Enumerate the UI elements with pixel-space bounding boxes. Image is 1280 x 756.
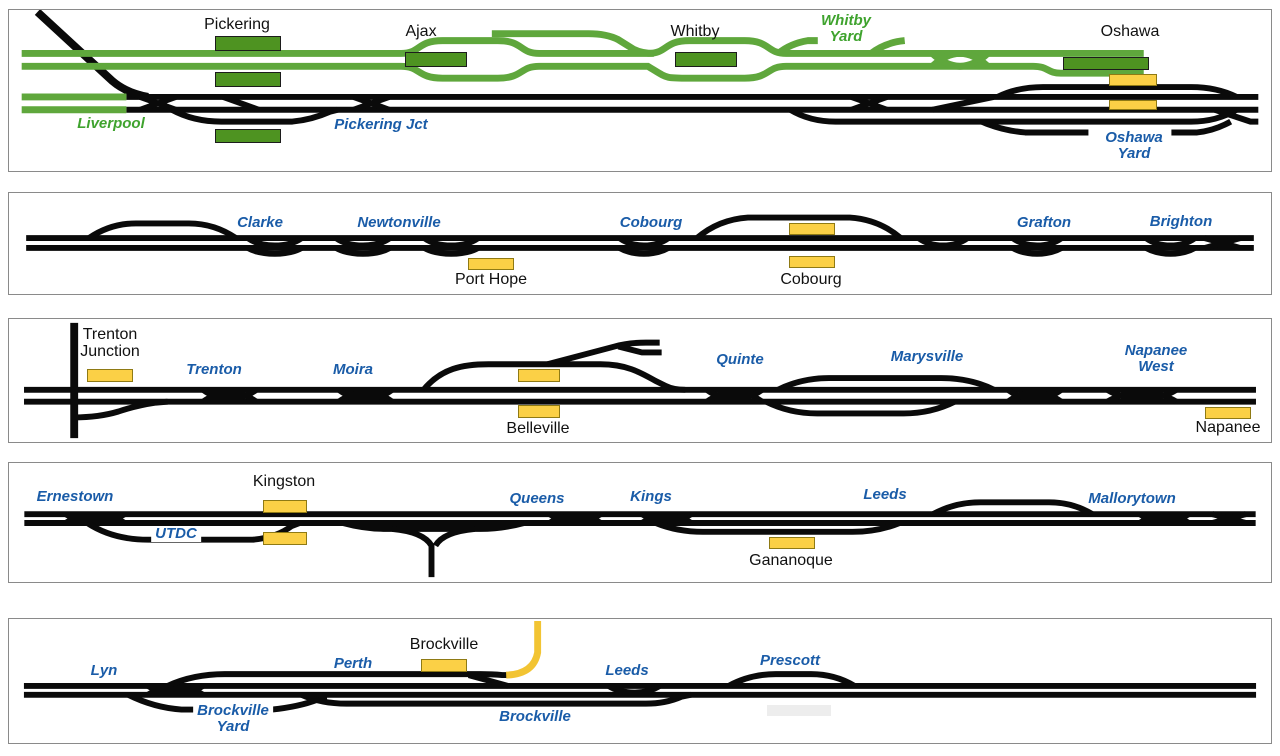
belleville-yard-lead [617, 343, 662, 356]
crossover [1211, 511, 1247, 526]
platform-green [675, 52, 737, 67]
oshawa-south-loop [788, 107, 1239, 125]
passing-siding [87, 220, 238, 241]
go-storage-siding [491, 30, 654, 57]
platform-green [405, 52, 467, 67]
crossover [850, 94, 888, 113]
crossover [640, 511, 693, 526]
crossover [222, 94, 260, 113]
platform-yellow [518, 369, 560, 382]
wye-chord [342, 520, 525, 532]
oshawa-north-loop [996, 84, 1238, 100]
crossover [337, 387, 394, 405]
oshawa-yard-track [1171, 119, 1233, 136]
oshawa-yard-track [980, 118, 1089, 136]
belleville-yard-lead [546, 339, 660, 368]
pickering-south-siding [170, 106, 339, 125]
whitby-yard-lead [868, 37, 906, 57]
panel-brockville-prescott: Lyn Perth Brockville Brockville Yard Brockvi… [8, 618, 1272, 744]
crossover [1138, 511, 1191, 526]
crossover [467, 672, 509, 689]
go-crossover [930, 50, 991, 69]
crossover [547, 511, 603, 526]
track-schematic-panel-1 [21, 10, 1259, 136]
platform-yellow [1109, 100, 1157, 110]
crossover [246, 235, 304, 257]
crossover [352, 94, 391, 113]
cp-interchange-track [505, 620, 542, 679]
crossover [1204, 235, 1241, 251]
track-schematic-panel-5 [23, 620, 1257, 713]
platform-green [215, 129, 281, 143]
cobourg-siding [694, 214, 903, 241]
gananoque-siding [654, 520, 901, 535]
platform-yellow [769, 537, 815, 549]
platform-green [1063, 57, 1149, 70]
branch-connector [74, 398, 168, 421]
platform-yellow [421, 659, 467, 672]
track-schematic-panel-3 [24, 322, 1256, 439]
crossover [1144, 235, 1197, 257]
platform-yellow [1205, 407, 1251, 419]
platform-yellow [87, 369, 133, 382]
crossover [64, 511, 127, 526]
platform-yellow [468, 258, 514, 270]
platform-yellow [263, 532, 307, 545]
crossover [916, 235, 970, 249]
platform-yellow [789, 256, 835, 268]
east-exit-track [1213, 106, 1259, 125]
passing-siding [776, 375, 996, 393]
crossover [931, 94, 995, 113]
crossover [1010, 235, 1064, 257]
crossover [334, 235, 392, 257]
crossover [422, 235, 480, 257]
track-schematic-panel-4 [24, 499, 1256, 578]
panel-trenton-napanee: Trenton Junction Trenton Moira Quinte Marysv… [8, 318, 1272, 443]
crossover [606, 683, 662, 696]
crossover [146, 683, 205, 698]
platform-yellow [789, 223, 835, 235]
platform-green [215, 72, 281, 87]
crossover [1105, 387, 1178, 405]
wye-leg-east [432, 525, 476, 548]
platform-yellow [263, 500, 307, 513]
passing-siding [764, 399, 957, 417]
panel-clarke-brighton: Clarke Newtonville Cobourg Grafton Brighton P… [8, 192, 1272, 295]
crossover [705, 387, 764, 405]
north-branch-track [34, 10, 149, 101]
prescott-siding [727, 671, 857, 689]
go-track-north [21, 37, 1144, 57]
south-siding [300, 691, 692, 707]
platform-yellow [518, 405, 560, 418]
brockville-yard-track [126, 692, 206, 713]
crossover [617, 235, 671, 257]
go-track-south [21, 62, 1144, 82]
whitby-yard-lead [776, 37, 818, 57]
wye-leg-west [391, 525, 435, 578]
panel-kingston-mallorytown: Ernestown Kingston UTDC Queens Kings Gananoqu… [8, 462, 1272, 583]
platform-yellow [1109, 74, 1157, 86]
passing-siding [931, 499, 1094, 517]
crossover [1006, 387, 1063, 405]
platform-green [215, 36, 281, 51]
crossover [201, 387, 259, 405]
brockville-platform-siding [166, 671, 508, 689]
platform-gray [767, 705, 831, 716]
panel-pickering-oshawa: Pickering Ajax Whitby Whitby Yard Oshawa Live… [8, 9, 1272, 172]
belleville-siding [421, 361, 686, 393]
track-schematic-panel-2 [26, 214, 1254, 257]
